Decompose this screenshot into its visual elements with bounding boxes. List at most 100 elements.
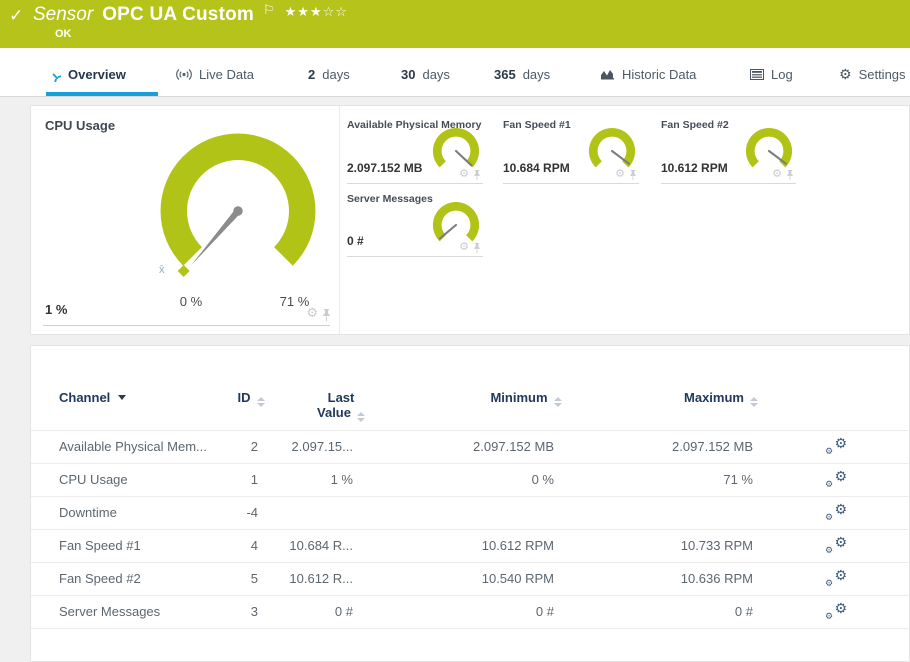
historic-chart-icon [601, 70, 614, 80]
column-header-maximum[interactable]: Maximum [646, 390, 796, 407]
tab-2-days[interactable]: 2 days [308, 62, 350, 86]
mini-gauge-fan-speed-2[interactable]: Fan Speed #2 10.612 RPM ⚙ [661, 113, 796, 184]
mini-gauge-available-physical-memory[interactable]: Available Physical Memory 2.097.152 MB ⚙ [347, 113, 483, 184]
cell-channel[interactable]: Fan Speed #1 [59, 538, 141, 553]
channel-settings-gear-icon[interactable]: ⚙ [459, 241, 469, 253]
edit-channel-gears-icon[interactable]: ⚙ ⚙ [825, 567, 847, 588]
tab-settings-label: Settings [858, 66, 906, 82]
gauge-icon [52, 73, 61, 82]
gauge-needle [767, 149, 787, 165]
pin-icon[interactable] [473, 170, 481, 180]
gauge-needle [438, 223, 458, 240]
cell-maximum: 71 % [723, 472, 753, 487]
tab-settings[interactable]: ⚙ Settings [839, 62, 906, 86]
column-header-id-label: ID [237, 390, 251, 405]
tab-2-days-unit: days [322, 66, 350, 82]
gauges-panel: CPU Usage x̄ 0 % 71 % 1 % ⚙ Available Ph… [30, 105, 910, 335]
channel-settings-gear-icon[interactable]: ⚙ [772, 168, 782, 180]
tab-live-data[interactable]: Live Data [176, 62, 254, 86]
cell-minimum: 10.612 RPM [481, 538, 554, 553]
cell-minimum: 2.097.152 MB [473, 439, 554, 454]
cell-id: 3 [250, 604, 258, 619]
cell-channel[interactable]: CPU Usage [59, 472, 128, 487]
mini-gauge-value: 10.684 RPM [503, 161, 570, 175]
server-messages-gauge [432, 201, 480, 242]
table-row-downtime[interactable]: Downtime -4 ⚙ ⚙ [31, 497, 910, 530]
cell-id: -4 [246, 505, 258, 520]
table-row-fan-speed-2[interactable]: Fan Speed #2 5 10.612 R... 10.540 RPM 10… [31, 563, 910, 596]
channel-settings-gear-icon[interactable]: ⚙ [306, 305, 318, 320]
tab-bar: Overview Live Data 2 days 30 days 365 da… [0, 48, 910, 97]
channel-table-panel: Channel ID Last Value Minimum Maximum Av… [30, 345, 910, 662]
tab-365-days[interactable]: 365 days [494, 62, 550, 86]
mini-gauge-fan-speed-1[interactable]: Fan Speed #1 10.684 RPM ⚙ [503, 113, 639, 184]
cell-last-value: 1 % [330, 472, 353, 487]
cell-channel[interactable]: Downtime [59, 505, 117, 520]
edit-channel-gears-icon[interactable]: ⚙ ⚙ [825, 468, 847, 489]
pin-icon[interactable] [322, 309, 331, 321]
cell-minimum: 0 % [531, 472, 554, 487]
mini-gauge-title: Fan Speed #1 [503, 119, 571, 131]
tab-historic-data[interactable]: Historic Data [600, 62, 696, 86]
mini-gauge-value: 0 # [347, 234, 364, 248]
tab-log[interactable]: Log [750, 62, 793, 86]
tab-30-days[interactable]: 30 days [401, 62, 450, 86]
primary-gauge-cell[interactable]: CPU Usage x̄ 0 % 71 % 1 % ⚙ [31, 106, 340, 334]
status-ok-check-icon: ✓ [9, 6, 24, 25]
cell-maximum: 10.636 RPM [680, 571, 753, 586]
cell-minimum: 0 # [535, 604, 554, 619]
tab-overview[interactable]: Overview [46, 62, 126, 86]
mini-gauge-title: Available Physical Memory [347, 119, 482, 131]
channel-settings-gear-icon[interactable]: ⚙ [459, 168, 469, 180]
column-header-channel[interactable]: Channel [59, 390, 127, 405]
cell-minimum: 10.540 RPM [481, 571, 554, 586]
cell-last-value: 2.097.15... [291, 439, 353, 454]
edit-channel-gears-icon[interactable]: ⚙ ⚙ [825, 435, 847, 456]
edit-channel-gears-icon[interactable]: ⚙ ⚙ [825, 501, 847, 522]
tab-30-days-number: 30 [401, 66, 416, 82]
gauge-scale-max: 71 % [279, 294, 310, 309]
column-header-id[interactable]: ID [216, 390, 286, 407]
cell-channel[interactable]: Server Messages [59, 604, 161, 619]
cell-channel[interactable]: Available Physical Mem... [59, 439, 207, 454]
table-row-available-physical-memory[interactable]: Available Physical Mem... 2 2.097.15... … [31, 431, 910, 464]
sort-icon [356, 412, 365, 422]
table-row-cpu-usage[interactable]: CPU Usage 1 1 % 0 % 71 % ⚙ ⚙ [31, 464, 910, 497]
edit-channel-gears-icon[interactable]: ⚙ ⚙ [825, 534, 847, 555]
channel-settings-gear-icon[interactable]: ⚙ [615, 168, 625, 180]
available-physical-memory-gauge [432, 127, 480, 168]
pin-icon[interactable] [629, 170, 637, 180]
status-badge: OK [55, 28, 72, 40]
pin-icon[interactable] [786, 170, 794, 180]
log-icon [750, 68, 764, 80]
flag-icon[interactable]: ⚐ [263, 2, 275, 17]
sort-icon [749, 397, 758, 407]
cell-channel[interactable]: Fan Speed #2 [59, 571, 141, 586]
average-marker: x̄ [159, 264, 165, 276]
column-header-minimum-label: Minimum [490, 390, 548, 405]
live-data-icon [176, 68, 192, 80]
fan-speed-1-gauge [588, 127, 636, 168]
cell-last-value: 10.684 R... [289, 538, 353, 553]
tab-live-data-label: Live Data [199, 66, 254, 82]
table-row-server-messages[interactable]: Server Messages 3 0 # 0 # 0 # ⚙ ⚙ [31, 596, 910, 629]
cell-last-value: 0 # [334, 604, 353, 619]
cell-maximum: 0 # [734, 604, 753, 619]
pin-icon[interactable] [473, 243, 481, 253]
mini-gauge-server-messages[interactable]: Server Messages 0 # ⚙ [347, 187, 483, 257]
edit-channel-gears-icon[interactable]: ⚙ ⚙ [825, 600, 847, 621]
column-header-last-value[interactable]: Last Value [309, 390, 373, 422]
sort-icon [553, 397, 562, 407]
column-header-minimum[interactable]: Minimum [451, 390, 601, 407]
gauge-cell-actions: ⚙ [306, 305, 331, 321]
cell-divider [43, 325, 330, 326]
mini-gauge-title: Server Messages [347, 193, 433, 205]
priority-stars[interactable]: ★★★☆☆ [285, 4, 348, 20]
fan-speed-2-gauge [745, 127, 793, 168]
mini-gauge-value: 2.097.152 MB [347, 161, 423, 175]
cell-maximum: 10.733 RPM [680, 538, 753, 553]
sensor-title-row: Sensor OPC UA Custom ⚐ ★★★☆☆ [33, 2, 348, 26]
cell-last-value: 10.612 R... [289, 571, 353, 586]
table-row-fan-speed-1[interactable]: Fan Speed #1 4 10.684 R... 10.612 RPM 10… [31, 530, 910, 563]
tab-365-days-unit: days [522, 66, 551, 82]
